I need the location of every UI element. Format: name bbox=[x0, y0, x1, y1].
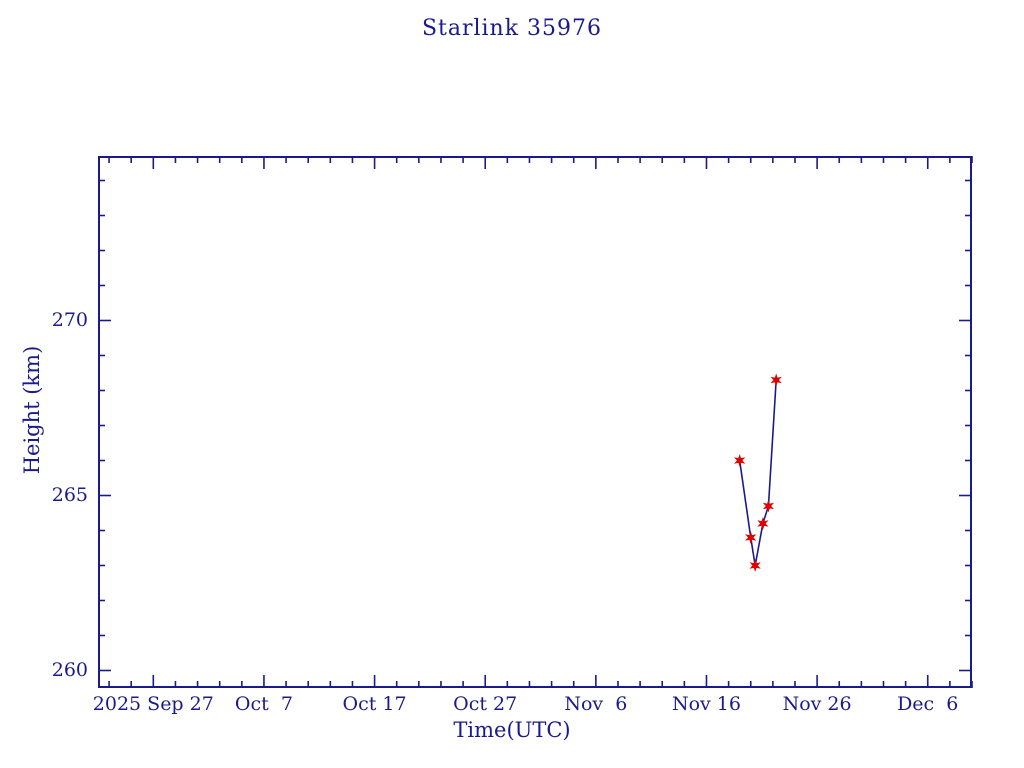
x-tick-label: 2025 Sep 27 bbox=[92, 693, 214, 715]
x-tick-label: Dec 6 bbox=[897, 693, 959, 715]
x-tick-label: Nov 26 bbox=[782, 693, 852, 715]
y-tick-label: 260 bbox=[51, 658, 88, 681]
x-tick-label: Nov 16 bbox=[671, 693, 741, 715]
x-tick-label: Nov 6 bbox=[564, 693, 628, 715]
plot-frame bbox=[98, 156, 972, 688]
x-tick-label: Oct 17 bbox=[342, 693, 407, 715]
page-title: Starlink 35976 bbox=[421, 16, 603, 41]
x-tick-label: Oct 27 bbox=[453, 693, 518, 715]
x-axis-label: Time(UTC) bbox=[453, 718, 571, 742]
y-tick-label: 270 bbox=[51, 308, 88, 331]
y-tick-label: 265 bbox=[51, 483, 88, 506]
x-tick-label: Oct 7 bbox=[234, 693, 293, 715]
